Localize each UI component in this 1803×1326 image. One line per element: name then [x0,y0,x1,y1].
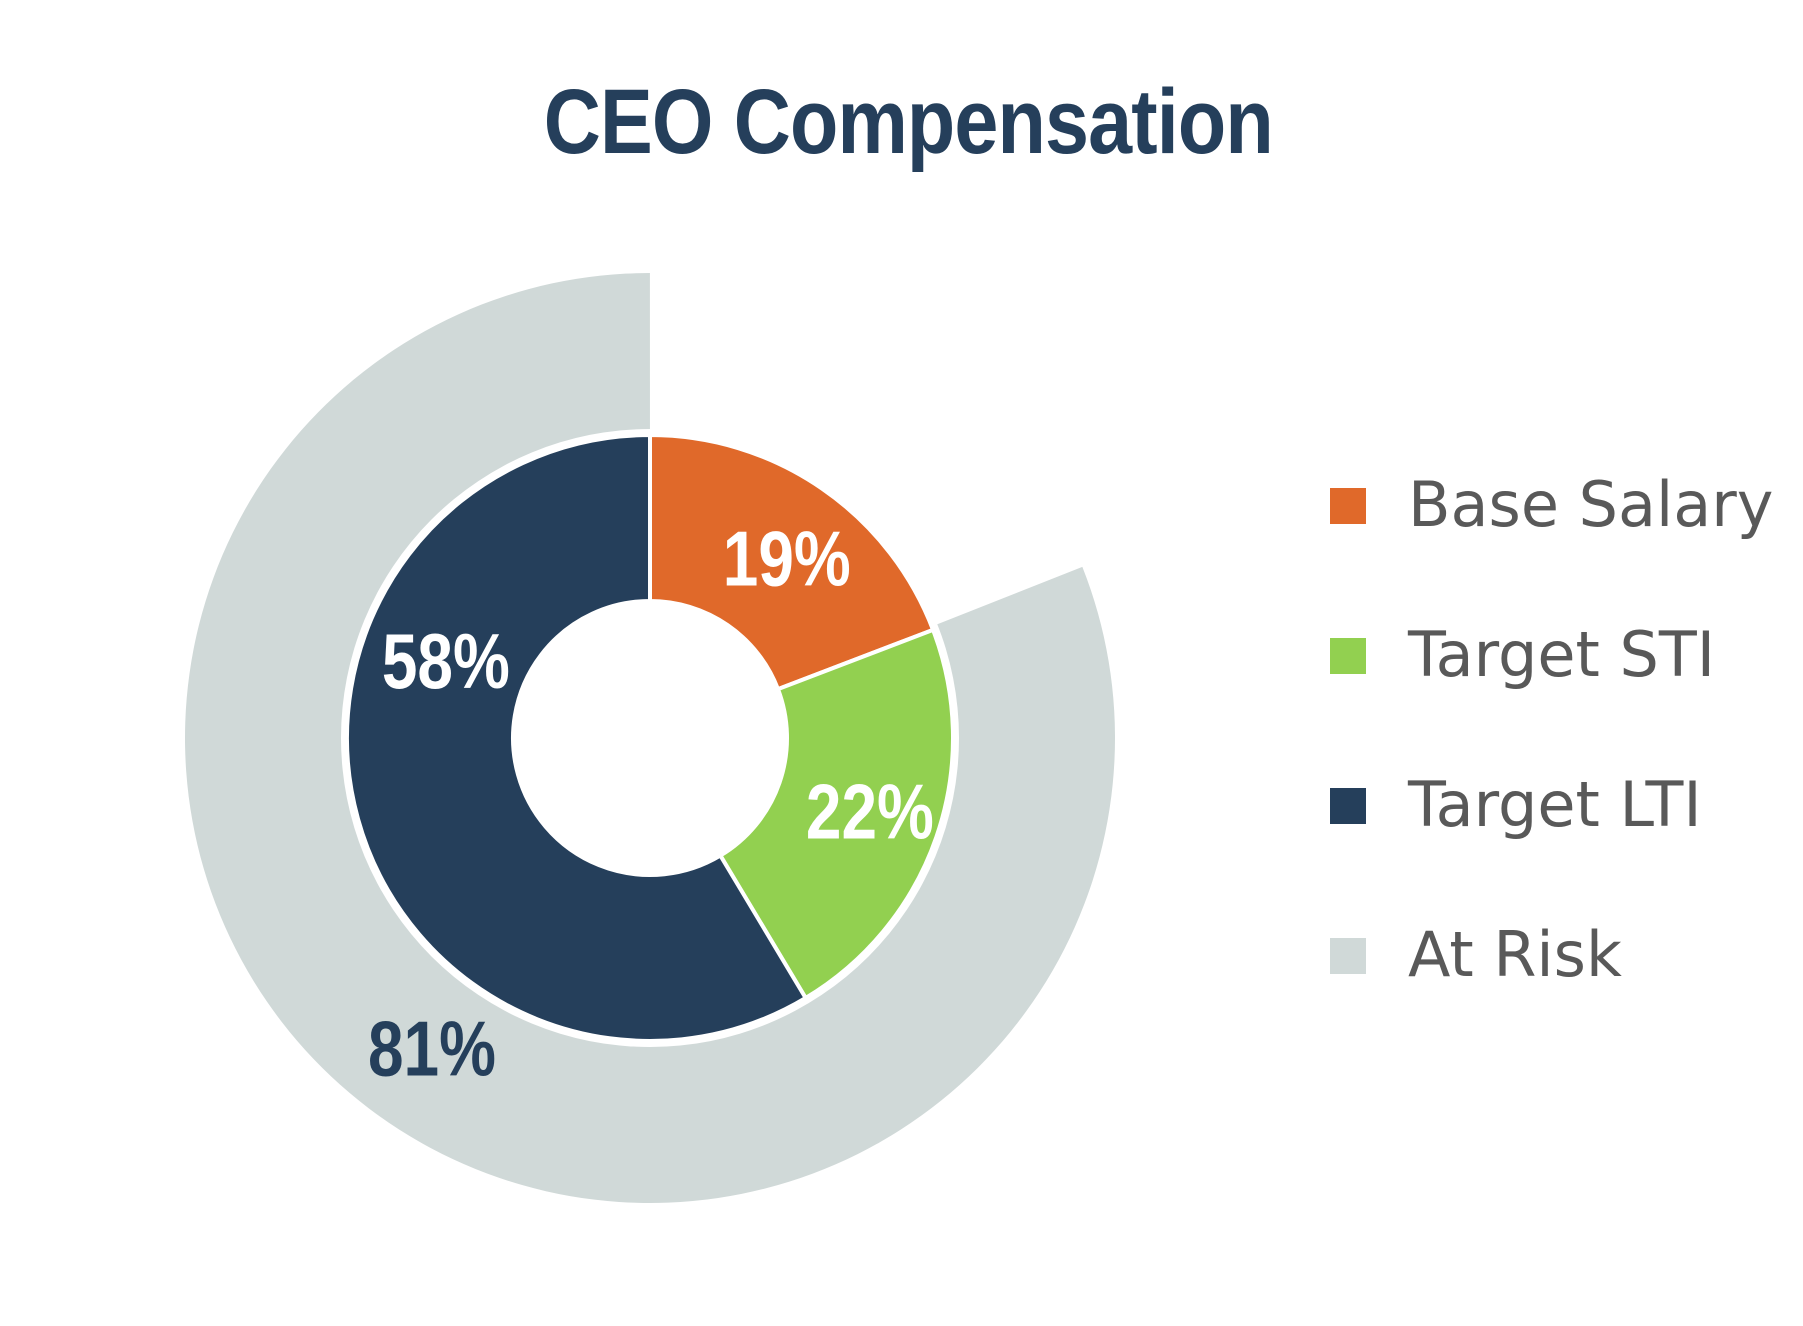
legend-label: Target STI [1408,618,1716,691]
data-label-base-salary: 19% [723,515,851,602]
legend: Base Salary Target STI Target LTI At Ris… [1330,470,1773,1070]
legend-label: Target LTI [1408,768,1702,841]
chart-title: CEO Compensation [543,71,1274,173]
data-label-at-risk: 81% [368,1006,496,1093]
data-label-target-sti: 22% [806,769,934,856]
slice-target-sti [717,627,955,1001]
legend-swatch [1330,488,1366,524]
slice-target-lti [345,432,809,1043]
legend-swatch [1330,938,1366,974]
legend-label: Base Salary [1408,468,1774,541]
legend-swatch [1330,788,1366,824]
legend-item-target-sti: Target STI [1330,620,1773,770]
legend-item-base-salary: Base Salary [1330,470,1773,620]
slice-base-salary [648,432,936,692]
inner-ring [345,432,955,1043]
slice-labels: 81% 19% 22% 58% [368,515,934,1093]
legend-item-target-lti: Target LTI [1330,770,1773,920]
legend-swatch [1330,638,1366,674]
legend-label: At Risk [1408,918,1622,991]
legend-item-at-risk: At Risk [1330,920,1773,1070]
outer-ring [185,273,1115,1203]
data-label-target-lti: 58% [382,618,510,705]
